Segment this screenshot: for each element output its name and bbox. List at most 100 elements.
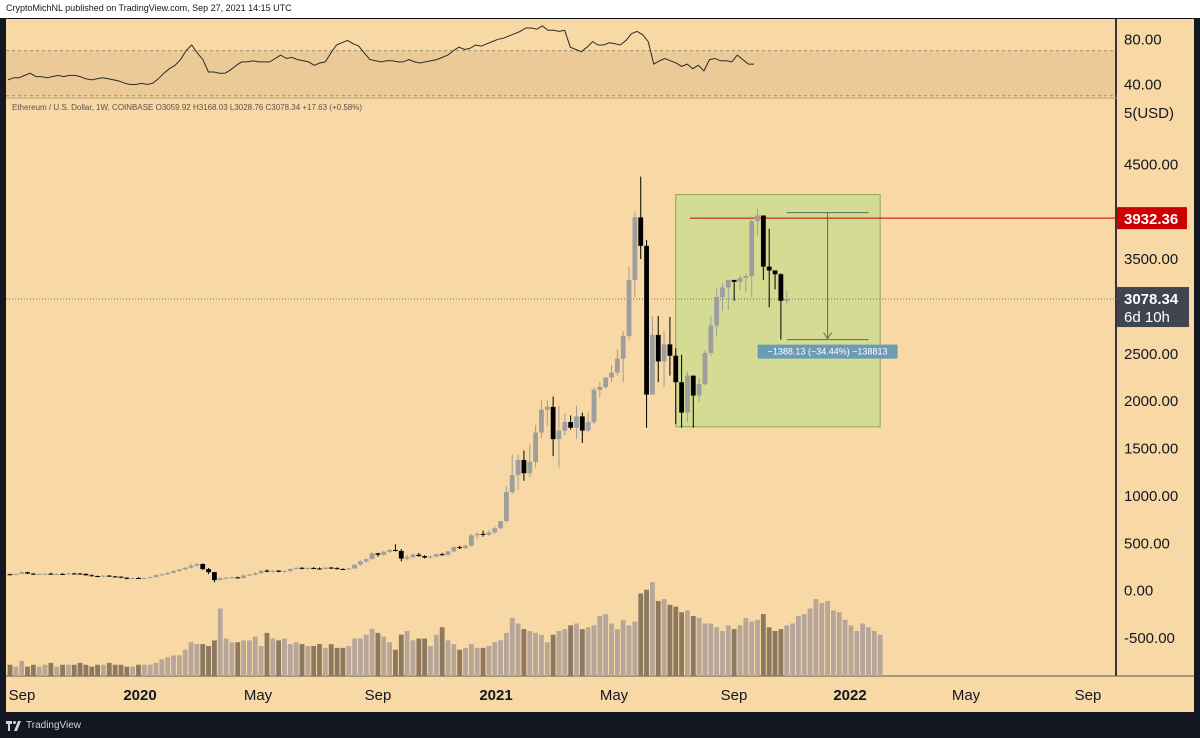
candle [574, 405, 579, 440]
candle-body [66, 573, 71, 575]
candle [328, 566, 334, 569]
volume-bar [778, 629, 784, 676]
candle-body [101, 575, 106, 577]
candle-body [305, 567, 311, 569]
candle-body [176, 569, 182, 572]
volume-bar [498, 640, 503, 676]
candle-body [708, 325, 714, 353]
volume-bar [212, 640, 217, 676]
candle [60, 573, 65, 575]
volume-bar [539, 634, 544, 676]
candle-body [416, 554, 422, 557]
candle-body [7, 574, 13, 576]
publish-text: CryptoMichNL published on TradingView.co… [6, 3, 292, 13]
candle [124, 577, 130, 580]
candle [77, 572, 83, 575]
candle [42, 573, 48, 575]
candle [305, 567, 311, 570]
candle-body [194, 564, 200, 566]
candle [141, 577, 147, 580]
volume-bar [206, 646, 211, 676]
candle [597, 382, 603, 398]
candle-body [206, 569, 211, 573]
candle-body [714, 296, 720, 326]
candle-body [322, 567, 328, 569]
candle [714, 288, 720, 337]
price-axis-unit: 5(USD) [1124, 105, 1174, 122]
candle [410, 553, 416, 559]
candle [603, 377, 609, 389]
candle-body [556, 430, 562, 440]
volume-bar [574, 623, 579, 676]
candle [25, 571, 30, 575]
candle [171, 570, 176, 574]
candle [772, 270, 778, 290]
volume-bar [544, 642, 550, 676]
candle [206, 567, 211, 575]
candle-body [188, 565, 194, 568]
candle-body [725, 279, 731, 288]
candle [568, 415, 574, 430]
volume-bar [819, 602, 825, 676]
volume-bar [147, 664, 153, 676]
volume-bar [871, 631, 877, 676]
volume-bar [375, 632, 381, 676]
candle-body [153, 574, 159, 578]
chart-canvas[interactable]: 80.00 40.00 −1388.13 (−34.44%) −138813 Ethe… [0, 18, 1200, 714]
candle [451, 545, 457, 553]
candle-body [433, 554, 439, 557]
candle [229, 576, 235, 579]
candle [381, 550, 387, 556]
price-tick-label: 4500.00 [1124, 156, 1178, 173]
candle [375, 552, 381, 557]
measure-label-bg [757, 344, 898, 359]
candle-body [568, 422, 574, 428]
volume-bar [106, 662, 112, 676]
volume-bar [311, 646, 317, 676]
volume-bar [48, 662, 54, 676]
volume-bar [7, 664, 13, 676]
candle [445, 550, 451, 556]
candle-body [626, 279, 632, 336]
candle [101, 575, 106, 578]
volume-bar [381, 636, 387, 676]
volume-bar [463, 647, 468, 676]
candle-body [77, 573, 83, 575]
symbol-legend: Ethereum / U.S. Dollar, 1W, COINBASE O30… [12, 103, 362, 112]
candle [585, 412, 591, 432]
volume-bar [258, 646, 264, 676]
candle-body [760, 215, 766, 267]
candle [696, 377, 702, 403]
volume-bar [159, 659, 165, 676]
volume-bar [101, 664, 106, 676]
candle [533, 424, 538, 468]
countdown-label: 6d 10h [1124, 309, 1170, 326]
volume-bar [766, 627, 772, 676]
resistance-price-label: 3932.36 [1124, 211, 1178, 228]
volume-bar [66, 664, 71, 676]
price-tick-label: 1000.00 [1124, 488, 1178, 505]
candle [422, 555, 428, 559]
candle-body [25, 572, 30, 574]
volume-bar [731, 629, 737, 676]
candle [679, 354, 684, 428]
volume-bar [171, 655, 176, 676]
volume-bar [796, 616, 801, 676]
candle [591, 387, 597, 424]
volume-bar [340, 647, 346, 676]
candle-body [720, 287, 725, 297]
candle [527, 443, 533, 478]
candle-body [439, 554, 445, 556]
volume-bar [509, 617, 515, 676]
candle [766, 228, 772, 308]
candle [176, 568, 182, 572]
volume-bar [404, 631, 410, 676]
candle [492, 526, 498, 534]
candle [749, 216, 755, 297]
range-box [675, 194, 881, 428]
candle [188, 563, 194, 569]
candle [404, 554, 410, 561]
volume-bar [317, 644, 322, 676]
volume-bar [708, 623, 714, 676]
volume-bar [877, 634, 883, 676]
